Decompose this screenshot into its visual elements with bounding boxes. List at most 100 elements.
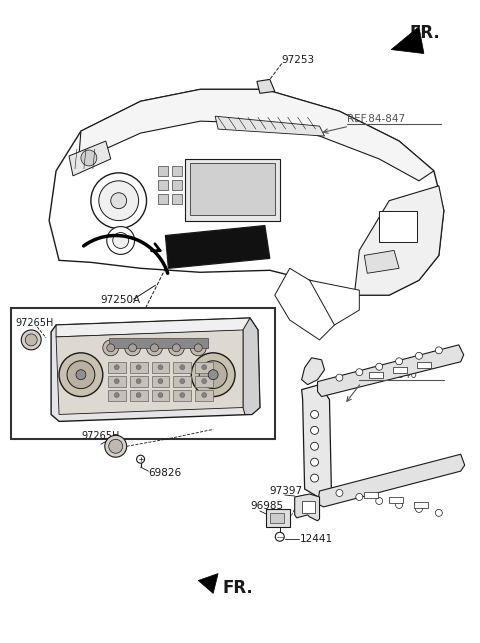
Text: 69826: 69826 (148, 468, 181, 478)
Circle shape (76, 370, 86, 379)
Circle shape (158, 393, 163, 397)
Polygon shape (301, 385, 332, 499)
Circle shape (311, 458, 319, 466)
Circle shape (136, 365, 141, 370)
Circle shape (199, 361, 227, 388)
Circle shape (311, 474, 319, 482)
Circle shape (129, 344, 137, 352)
Polygon shape (243, 318, 260, 415)
Bar (195, 376, 213, 386)
Polygon shape (305, 280, 360, 325)
Circle shape (109, 439, 123, 453)
Bar (270, 513, 284, 523)
Bar (301, 501, 314, 513)
Text: REF.84-847: REF.84-847 (348, 114, 406, 124)
Circle shape (103, 340, 119, 356)
Circle shape (114, 393, 119, 397)
Bar (173, 390, 192, 401)
Bar (152, 390, 169, 401)
Bar (417, 362, 431, 368)
Circle shape (158, 365, 163, 370)
Polygon shape (364, 250, 399, 273)
Polygon shape (318, 345, 464, 397)
Circle shape (113, 233, 129, 248)
Polygon shape (56, 318, 258, 337)
Bar (12, 308, 275, 439)
Circle shape (21, 330, 41, 350)
Polygon shape (49, 89, 444, 295)
Circle shape (311, 442, 319, 450)
Bar (173, 362, 192, 373)
Polygon shape (198, 574, 218, 593)
Circle shape (376, 498, 383, 505)
Polygon shape (354, 186, 444, 295)
Bar (172, 180, 182, 190)
Circle shape (114, 379, 119, 384)
Text: 12441: 12441 (300, 534, 333, 544)
Text: FR.: FR. (222, 579, 253, 597)
Bar (393, 367, 407, 373)
Bar (173, 376, 192, 386)
Bar (130, 390, 147, 401)
Text: 96985: 96985 (250, 501, 283, 511)
Circle shape (99, 181, 139, 221)
Bar (195, 362, 213, 373)
Circle shape (276, 532, 284, 541)
Circle shape (416, 352, 422, 359)
Bar (172, 166, 182, 176)
Bar (130, 362, 147, 373)
Circle shape (356, 368, 363, 376)
Bar (379, 211, 417, 242)
Circle shape (158, 379, 163, 384)
Bar (152, 362, 169, 373)
Circle shape (416, 505, 422, 512)
Text: 97253: 97253 (282, 55, 315, 64)
Circle shape (107, 344, 115, 352)
Bar (389, 497, 403, 503)
Bar (108, 376, 126, 386)
Bar (172, 194, 182, 204)
Text: REF.60-640: REF.60-640 (360, 370, 417, 379)
Bar (364, 492, 378, 498)
Text: FR.: FR. (409, 24, 440, 42)
Circle shape (356, 493, 363, 500)
Circle shape (114, 365, 119, 370)
Circle shape (194, 344, 202, 352)
Circle shape (125, 340, 141, 356)
Circle shape (91, 173, 146, 228)
Bar (152, 376, 169, 386)
Circle shape (105, 435, 127, 457)
Circle shape (180, 393, 185, 397)
Polygon shape (275, 268, 335, 340)
Circle shape (180, 379, 185, 384)
Circle shape (435, 347, 443, 354)
Circle shape (25, 334, 37, 346)
Circle shape (107, 226, 134, 255)
Circle shape (376, 363, 383, 370)
Bar (109, 338, 208, 348)
Circle shape (435, 509, 443, 516)
Text: 97265H: 97265H (15, 318, 54, 328)
Bar (130, 376, 147, 386)
Circle shape (146, 340, 162, 356)
Bar (195, 390, 213, 401)
Bar (108, 390, 126, 401)
Polygon shape (166, 226, 270, 268)
Circle shape (190, 340, 206, 356)
Circle shape (180, 365, 185, 370)
Polygon shape (391, 27, 424, 53)
Bar (108, 362, 126, 373)
Bar (190, 163, 275, 215)
Circle shape (59, 353, 103, 397)
Circle shape (136, 393, 141, 397)
Circle shape (208, 370, 218, 379)
Circle shape (311, 426, 319, 434)
Circle shape (396, 502, 403, 509)
Polygon shape (257, 79, 275, 93)
Circle shape (151, 344, 158, 352)
Bar (158, 180, 168, 190)
Circle shape (136, 379, 141, 384)
Text: 97265H: 97265H (81, 431, 120, 441)
Text: 97250A: 97250A (101, 295, 141, 305)
Polygon shape (51, 318, 260, 421)
